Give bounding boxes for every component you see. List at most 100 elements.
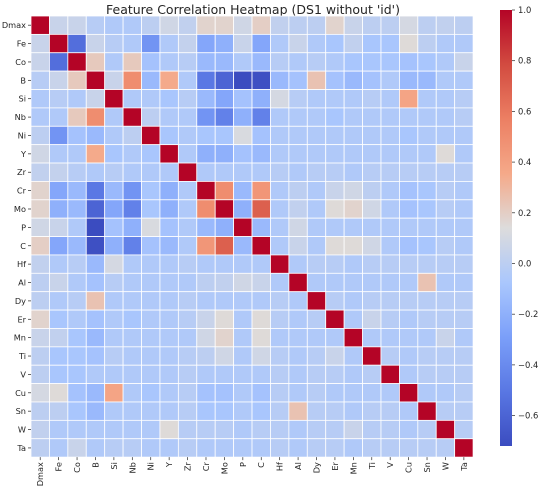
heatmap-cell-Dmax-Mn [343,15,363,35]
heatmap-cell-Dmax-Er [325,15,345,35]
heatmap-cell-Ti-B [85,346,106,366]
heatmap-cell-Dy-B [85,291,106,311]
heatmap-cell-C-Hf [270,236,290,256]
y-tick-label-Mo: Mo [14,204,26,214]
heatmap-cell-V-Y [159,364,179,385]
heatmap-cell-Zr-C [251,162,271,182]
heatmap-cell-V-Er [325,364,345,385]
heatmap-cell-Er-Fe [49,309,69,329]
heatmap-cells [30,15,474,458]
heatmap-cell-Nb-Ta [454,107,474,127]
heatmap-cell-P-Fe [49,217,69,237]
heatmap-cell-Cu-Cr [196,383,216,403]
heatmap-cell-Si-B [85,89,106,109]
heatmap-cell-Fe-Zr [177,33,198,54]
heatmap-cell-B-Dy [306,70,327,90]
heatmap-cell-Cr-Ni [141,181,161,201]
heatmap-cell-B-Cr [196,70,216,90]
heatmap-cell-B-Nb [122,70,142,90]
heatmap-cell-Er-Er [325,309,345,329]
heatmap-cell-Dy-Er [325,291,345,311]
heatmap-cell-Fe-Dy [306,33,327,54]
heatmap-cell-Ta-Nb [122,438,142,458]
heatmap-cell-Y-Co [67,144,87,164]
heatmap-cell-Cu-Zr [177,383,198,403]
heatmap-cell-Al-Hf [270,272,290,293]
heatmap-cell-W-Nb [122,419,142,440]
heatmap-cell-Sn-Ni [141,401,161,421]
heatmap-cell-Er-P [233,309,253,329]
heatmap-cell-V-Nb [122,364,142,385]
heatmap-cell-C-Dmax [30,236,50,256]
heatmap-cell-C-V [380,236,400,256]
heatmap-cell-Er-B [85,309,106,329]
heatmap-cell-Ti-Co [67,346,87,366]
heatmap-cell-Mn-Cu [398,328,419,348]
heatmap-cell-Sn-Dy [306,401,327,421]
heatmap-cell-Zr-Y [159,162,179,182]
heatmap-cell-Ta-Dy [306,438,327,458]
heatmap-cell-Ta-Ta [454,438,474,458]
heatmap-cell-Mn-Nb [122,328,142,348]
heatmap-cell-Mn-Ni [141,328,161,348]
x-tick-label-Cr: Cr [201,461,211,471]
heatmap-cell-B-W [435,70,456,90]
heatmap-cell-B-Ni [141,70,161,90]
heatmap-cell-Nb-Ni [141,107,161,127]
heatmap-cell-Hf-Dmax [30,254,50,274]
heatmap-cell-Ti-Ti [362,346,382,366]
heatmap-cell-Si-Nb [122,89,142,109]
heatmap-cell-Cr-Dmax [30,181,50,201]
x-tick-label-Sn: Sn [422,462,432,472]
heatmap-cell-Sn-Si [104,401,124,421]
heatmap-cell-Mn-Y [159,328,179,348]
heatmap-cell-B-Ta [454,70,474,90]
heatmap-cell-Hf-C [251,254,271,274]
heatmap-cell-W-Hf [270,419,290,440]
y-tick-label-Co: Co [15,57,26,67]
heatmap-cell-Ta-Ti [362,438,382,458]
heatmap-cell-Ni-Hf [270,125,290,146]
y-tick-label-Mn: Mn [14,333,26,343]
x-tick-label-P: P [238,462,248,467]
heatmap-cell-W-Ti [362,419,382,440]
heatmap-cell-Nb-Dmax [30,107,50,127]
heatmap-cell-W-Dmax [30,419,50,440]
heatmap-cell-Dmax-Co [67,15,87,35]
heatmap-cell-Cr-V [380,181,400,201]
heatmap-cell-Zr-Sn [417,162,437,182]
heatmap-cell-Ta-Sn [417,438,437,458]
heatmap-cell-Y-Y [159,144,179,164]
heatmap-cell-Hf-P [233,254,253,274]
heatmap-cell-Dmax-Hf [270,15,290,35]
heatmap-cell-Dmax-B [85,15,106,35]
heatmap-cell-Sn-Fe [49,401,69,421]
heatmap-cell-Mo-Cr [196,199,216,219]
heatmap-cell-Al-V [380,272,400,293]
heatmap-cell-Co-Ti [362,52,382,72]
heatmap-cell-Dy-C [251,291,271,311]
heatmap-cell-Co-Si [104,52,124,72]
heatmap-cell-Ti-Mn [343,346,363,366]
heatmap-cell-Mo-Co [67,199,87,219]
heatmap-cell-Dy-Ta [454,291,474,311]
y-tick-label-Fe: Fe [17,39,26,49]
heatmap-cell-Ta-C [251,438,271,458]
heatmap-cell-Y-Sn [417,144,437,164]
heatmap-cell-Ti-Si [104,346,124,366]
heatmap-cell-Si-Sn [417,89,437,109]
y-tick-label-B: B [20,75,26,85]
x-tick-label-Mo: Mo [219,462,229,474]
y-tick-label-Er: Er [17,314,26,324]
heatmap-cell-Hf-Er [325,254,345,274]
heatmap-cell-Nb-Sn [417,107,437,127]
heatmap-cell-Mo-W [435,199,456,219]
heatmap-cell-Dmax-C [251,15,271,35]
heatmap-cell-V-Cr [196,364,216,385]
heatmap-cell-Si-Hf [270,89,290,109]
heatmap-cell-Al-Mn [343,272,363,293]
heatmap-cell-Si-Ni [141,89,161,109]
heatmap-cell-W-Cu [398,419,419,440]
heatmap-cell-P-Er [325,217,345,237]
